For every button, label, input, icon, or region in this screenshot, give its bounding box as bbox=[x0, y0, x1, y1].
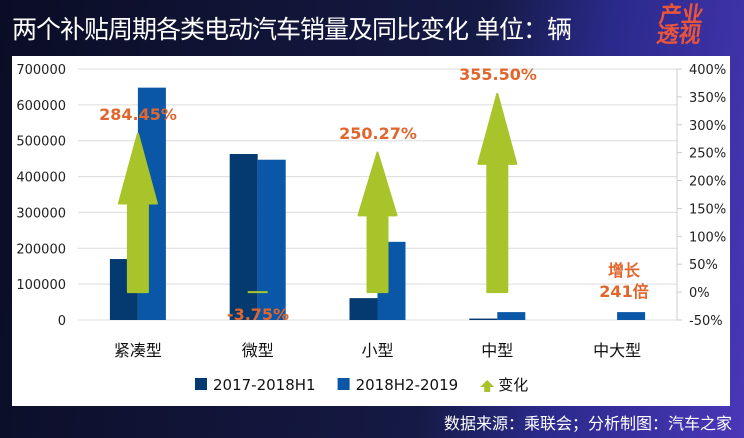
footer-source: 数据来源：乘联会；分析制图：汽车之家 bbox=[443, 414, 732, 433]
legend-arrow-icon bbox=[480, 380, 495, 392]
y-tick-label: 700000 bbox=[16, 63, 66, 78]
y2-tick-label: 50% bbox=[689, 258, 718, 273]
page-title: 两个补贴周期各类电动汽车销量及同比变化 单位：辆 bbox=[12, 15, 572, 44]
y-tick-label: 0 bbox=[58, 314, 66, 329]
legend-swatch bbox=[195, 378, 207, 390]
x-tick-label: 中型 bbox=[481, 341, 513, 360]
data-label: 增长 bbox=[608, 261, 641, 280]
x-tick-label: 小型 bbox=[361, 341, 393, 360]
y2-tick-label: 350% bbox=[689, 91, 726, 106]
y-tick-label: 600000 bbox=[16, 99, 66, 114]
change-arrow bbox=[477, 92, 518, 294]
y2-tick-label: 0% bbox=[689, 286, 710, 301]
y2-tick-label: -50% bbox=[689, 314, 723, 329]
change-arrow bbox=[357, 151, 398, 294]
y-tick-label: 400000 bbox=[16, 171, 66, 186]
data-label: 250.27% bbox=[339, 124, 417, 143]
legend-label: 变化 bbox=[498, 376, 528, 394]
x-tick-label: 紧凑型 bbox=[114, 341, 162, 360]
y-tick-label: 100000 bbox=[16, 278, 66, 293]
data-label: -3.75% bbox=[227, 305, 289, 324]
bar-2017-2018h1 bbox=[229, 153, 258, 320]
data-label: 355.50% bbox=[459, 65, 537, 84]
y2-tick-label: 250% bbox=[689, 147, 726, 162]
bar-2018h2-2019 bbox=[257, 159, 286, 320]
y-tick-label: 300000 bbox=[16, 206, 66, 221]
y2-tick-label: 400% bbox=[689, 63, 726, 78]
data-label: 241倍 bbox=[599, 282, 648, 301]
y2-tick-label: 300% bbox=[689, 119, 726, 134]
legend-label: 2018H2-2019 bbox=[356, 376, 459, 394]
y2-tick-label: 150% bbox=[689, 202, 726, 217]
legend-label: 2017-2018H1 bbox=[213, 376, 316, 394]
y-tick-label: 500000 bbox=[16, 135, 66, 150]
legend-swatch bbox=[337, 378, 350, 390]
bar-2017-2018h1 bbox=[349, 298, 378, 320]
y2-tick-label: 200% bbox=[689, 175, 726, 190]
bar-2018h2-2019 bbox=[497, 312, 526, 320]
data-label: 284.45% bbox=[99, 105, 177, 124]
bar-2018h2-2019 bbox=[617, 312, 646, 320]
bar-2017-2018h1 bbox=[469, 318, 498, 320]
x-tick-label: 中大型 bbox=[593, 341, 641, 360]
y2-tick-label: 100% bbox=[689, 230, 726, 245]
change-arrow bbox=[117, 132, 158, 294]
x-tick-label: 微型 bbox=[242, 341, 274, 360]
change-arrow bbox=[247, 291, 268, 294]
y-tick-label: 200000 bbox=[16, 242, 66, 257]
